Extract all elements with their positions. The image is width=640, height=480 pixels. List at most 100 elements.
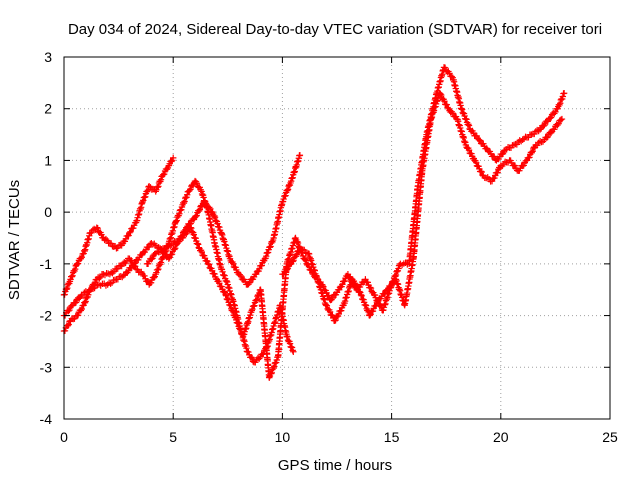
- data-point: [294, 239, 302, 247]
- data-point: [155, 265, 162, 273]
- data-point: [149, 255, 156, 262]
- data-point: [325, 292, 333, 300]
- data-point: [237, 272, 245, 280]
- data-point: [271, 363, 278, 370]
- data-point: [262, 252, 270, 260]
- data-point: [559, 93, 567, 100]
- y-axis-label: SDTVAR / TECUs: [6, 180, 23, 300]
- data-point: [284, 186, 292, 193]
- axis-ticks: [63, 56, 611, 420]
- data-point: [441, 97, 448, 105]
- data-point: [472, 159, 480, 166]
- data-point: [558, 115, 566, 123]
- series-trace-e: [279, 90, 566, 324]
- data-point: [441, 64, 449, 71]
- data-point: [289, 258, 296, 265]
- data-point: [190, 231, 197, 238]
- data-point: [188, 224, 195, 232]
- data-point: [145, 243, 153, 251]
- data-point: [77, 307, 85, 314]
- data-point: [557, 96, 565, 104]
- data-point: [157, 176, 165, 183]
- data-point: [94, 224, 101, 232]
- data-point: [557, 116, 565, 124]
- data-point: [395, 265, 402, 272]
- data-point: [88, 229, 95, 237]
- data-point: [249, 305, 256, 313]
- data-point: [465, 146, 473, 154]
- data-point: [168, 251, 176, 258]
- data-point: [267, 243, 274, 250]
- data-point: [546, 115, 554, 122]
- data-point: [64, 322, 71, 329]
- data-point: [179, 234, 187, 241]
- data-point: [64, 281, 72, 288]
- y-tick-label: -3: [40, 359, 53, 375]
- data-point: [165, 255, 173, 262]
- data-point: [223, 292, 230, 300]
- data-point: [125, 267, 132, 275]
- data-point: [529, 148, 536, 155]
- data-point: [494, 169, 501, 176]
- data-point: [248, 353, 255, 361]
- data-point: [465, 122, 473, 129]
- data-point: [353, 283, 361, 290]
- data-point: [173, 217, 180, 224]
- data-point: [280, 195, 287, 203]
- data-point: [168, 158, 175, 165]
- data-point: [107, 280, 114, 287]
- data-point: [233, 316, 240, 324]
- data-point: [367, 311, 374, 318]
- data-point: [163, 166, 171, 173]
- data-point: [499, 150, 507, 157]
- data-point: [443, 101, 450, 108]
- data-point: [465, 121, 472, 128]
- data-point: [491, 153, 498, 160]
- data-point: [61, 291, 68, 298]
- data-point: [207, 205, 214, 213]
- data-point: [184, 228, 191, 236]
- data-point: [205, 261, 213, 268]
- data-point: [141, 272, 148, 280]
- data-point: [117, 272, 124, 280]
- data-point: [534, 126, 541, 134]
- data-point: [284, 187, 291, 194]
- data-point: [89, 285, 97, 292]
- data-point: [478, 168, 485, 176]
- data-point: [296, 152, 304, 159]
- y-tick-label: 1: [44, 152, 52, 168]
- data-point: [68, 273, 76, 280]
- data-point: [222, 291, 229, 299]
- x-tick-label: 10: [275, 429, 291, 445]
- data-point: [187, 186, 194, 193]
- data-point: [195, 207, 203, 215]
- data-point: [332, 316, 339, 324]
- data-point: [148, 256, 155, 263]
- y-tick-label: -1: [40, 256, 53, 272]
- data-point: [384, 286, 391, 293]
- data-point: [290, 257, 297, 264]
- data-point: [196, 206, 204, 213]
- data-point: [268, 369, 275, 376]
- data-point: [468, 150, 475, 157]
- data-point: [82, 298, 89, 305]
- data-point: [142, 193, 149, 200]
- data-point: [236, 324, 244, 332]
- data-point: [65, 321, 72, 328]
- data-point: [283, 266, 290, 273]
- data-point: [78, 305, 85, 313]
- data-point: [216, 280, 223, 287]
- data-point: [246, 279, 253, 286]
- data-point: [216, 224, 223, 231]
- data-point: [81, 299, 89, 306]
- data-point: [337, 307, 345, 314]
- data-point: [248, 307, 256, 314]
- data-point: [149, 241, 157, 248]
- data-point: [280, 270, 287, 278]
- data-point: [204, 260, 212, 268]
- data-point: [65, 307, 72, 315]
- data-point: [356, 288, 363, 295]
- data-point: [253, 296, 261, 303]
- data-point: [214, 220, 221, 227]
